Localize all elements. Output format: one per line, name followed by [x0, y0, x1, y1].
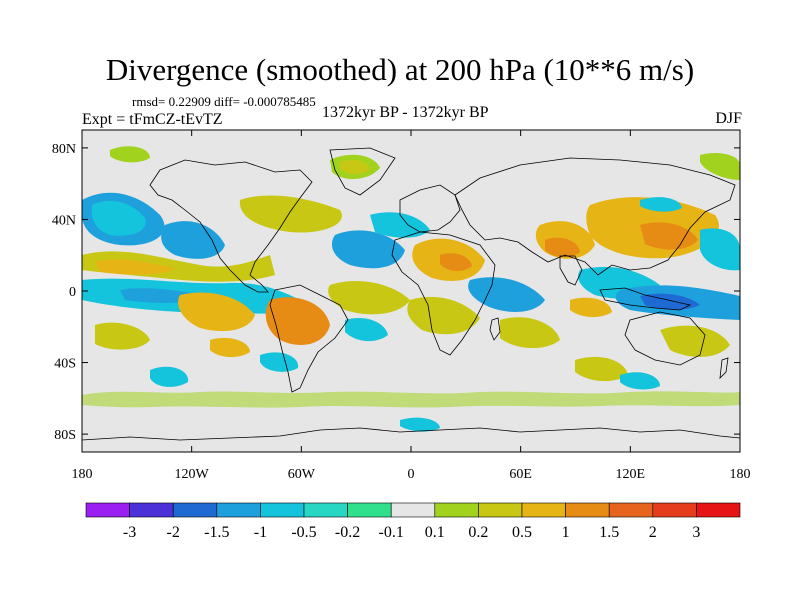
- contour-fill: [210, 337, 250, 358]
- coastlines: [82, 147, 740, 441]
- colorbar-swatch: [565, 502, 610, 518]
- contour-fill: [440, 253, 472, 272]
- contour-fill: [340, 159, 370, 174]
- colorbar-label: 0.5: [512, 524, 532, 541]
- coastline-antarctica: [82, 427, 740, 441]
- colorbar-swatch: [434, 502, 479, 518]
- contour-fill: [265, 297, 330, 345]
- lat-tick-label: 80N: [52, 142, 76, 157]
- colorbar-swatch: [521, 502, 566, 518]
- coastline-europe: [399, 184, 461, 233]
- coastline-africa: [391, 231, 496, 356]
- colorbar-swatch: [172, 502, 218, 518]
- colorbar-label: 0.2: [468, 524, 488, 541]
- contour-fill: [640, 222, 698, 250]
- contour-fill: [570, 297, 612, 318]
- colorbar-label: -1: [254, 524, 267, 541]
- contour-fill: [407, 296, 480, 335]
- season-label: DJF: [715, 110, 742, 127]
- lon-tick-label: 60W: [288, 467, 316, 482]
- colorbar-label: -0.5: [291, 524, 316, 541]
- colorbar-swatch: [608, 502, 654, 518]
- coastline-new-zealand: [719, 357, 729, 380]
- experiment-label: Expt = tFmCZ-tEvTZ: [82, 111, 223, 128]
- colorbar-swatch: [216, 502, 261, 518]
- colorbar-swatch: [303, 502, 348, 518]
- coastline-indonesia: [599, 287, 692, 311]
- colorbar-swatch: [478, 502, 523, 518]
- coastline-madagascar: [489, 317, 501, 341]
- colorbar-label: -1.5: [204, 524, 229, 541]
- lon-tick-label: 180: [72, 467, 93, 482]
- colorbar-swatch: [85, 502, 130, 518]
- contour-fill: [150, 366, 189, 387]
- lat-tick-label: 40S: [54, 357, 76, 372]
- colorbar-swatch: [347, 502, 392, 518]
- contour-fill: [545, 237, 580, 258]
- coastline-north-america: [149, 159, 313, 293]
- colorbar-label: -3: [123, 524, 136, 541]
- contour-fill: [82, 391, 740, 408]
- colorbar-label: 1: [562, 524, 570, 541]
- contour-fill: [91, 200, 146, 236]
- lat-tick-label: 80S: [54, 428, 76, 443]
- contour-fill: [345, 317, 388, 342]
- contour-fill: [260, 352, 299, 372]
- plot-title: Divergence (smoothed) at 200 hPa (10**6 …: [105, 52, 695, 87]
- coastline-australia: [624, 311, 706, 366]
- colorbar-swatch: [696, 502, 741, 518]
- contour-fill: [700, 153, 740, 180]
- lon-tick-label: 120E: [616, 467, 646, 482]
- lat-tick-label: 40N: [52, 213, 76, 228]
- lon-tick-label: 120W: [175, 467, 210, 482]
- coastline-greenland: [329, 147, 396, 196]
- contour-fill: [640, 197, 682, 212]
- colorbar-label: 3: [692, 524, 700, 541]
- colorbar: -3 -2 -1.5 -1 -0.5 -0.2 -0.1 0.1 0.2 0.5 1 1.5 2 3: [85, 502, 741, 541]
- contour-fill: [110, 146, 150, 163]
- contour-fill: [400, 417, 440, 432]
- colorbar-label: -0.1: [379, 524, 404, 541]
- colorbar-label: 2: [649, 524, 657, 541]
- colorbar-swatch: [652, 502, 697, 518]
- contour-fill: [620, 372, 660, 390]
- period-label: 1372kyr BP - 1372kyr BP: [322, 104, 489, 121]
- divergence-contours: [82, 146, 740, 432]
- colorbar-swatch: [260, 502, 305, 518]
- contour-fill: [239, 195, 342, 233]
- contour-fill: [95, 322, 150, 350]
- colorbar-label: 1.5: [599, 524, 619, 541]
- contour-fill: [328, 280, 410, 315]
- colorbar-label: -2: [167, 524, 180, 541]
- coastline-south-america: [269, 284, 349, 393]
- contour-fill: [370, 212, 430, 238]
- contour-fill: [575, 356, 628, 382]
- lat-tick-label: 0: [69, 285, 76, 300]
- colorbar-label: -0.2: [335, 524, 360, 541]
- colorbar-swatch: [390, 502, 436, 518]
- colorbar-swatch: [129, 502, 174, 518]
- contour-fill: [161, 221, 225, 259]
- axes: 80N 40N 0 40S 80S 180 120W 60W 0 60E 120E 180: [52, 130, 751, 482]
- lon-tick-label: 180: [730, 467, 751, 482]
- contour-fill: [331, 230, 405, 269]
- coastline-india: [559, 255, 583, 286]
- contour-fill: [178, 292, 255, 332]
- lon-tick-label: 0: [408, 467, 415, 482]
- lon-tick-label: 60E: [509, 467, 532, 482]
- contour-fill: [660, 325, 730, 357]
- contour-fill: [640, 293, 700, 310]
- contour-fill: [700, 228, 740, 271]
- contour-fill: [95, 259, 175, 275]
- coastline-asia: [454, 157, 736, 276]
- contour-fill: [468, 277, 545, 312]
- colorbar-label: 0.1: [425, 524, 445, 541]
- stats-text: rmsd= 0.22909 diff= -0.000785485: [132, 94, 316, 109]
- contour-fill: [500, 317, 560, 349]
